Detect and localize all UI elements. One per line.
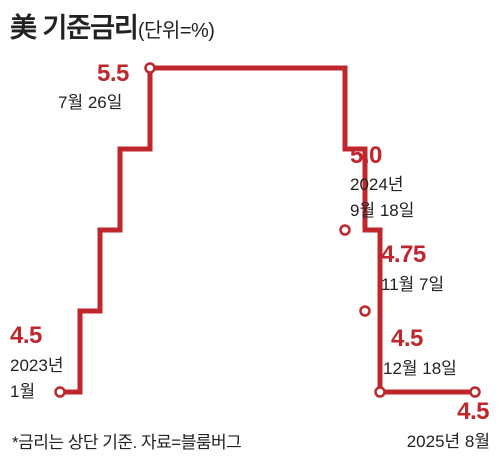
rate-date-label: 2025년 8월 (407, 432, 490, 451)
rate-value-label: 4.5 (457, 398, 489, 425)
footnote: *금리는 상단 기준. 자료=블룸버그 (12, 433, 242, 452)
chart-title: 美 기준금리(단위=%) (10, 6, 215, 45)
rate-value-label: 4.5 (391, 325, 423, 352)
rate-date-label: 1월 (10, 382, 35, 401)
rate-date-label: 11월 7일 (381, 275, 444, 294)
rate-date-label: 2024년 (350, 175, 403, 194)
data-point-marker (339, 224, 351, 236)
data-point-marker (54, 386, 66, 398)
rate-date-label: 9월 18일 (350, 201, 414, 220)
chart-title-main: 美 기준금리 (10, 13, 139, 43)
rate-date-label: 2023년 (10, 356, 63, 375)
data-point-marker (374, 386, 386, 398)
rate-value-label: 5.5 (97, 60, 129, 87)
rate-value-label: 4.75 (381, 241, 426, 268)
rate-value-label: 4.5 (10, 322, 42, 349)
data-point-marker (469, 386, 481, 398)
rate-value-label: 5.0 (350, 142, 382, 169)
rate-date-label: 12월 18일 (383, 359, 457, 378)
chart-title-unit: (단위=%) (137, 20, 215, 42)
data-point-marker (144, 62, 156, 74)
rate-date-label: 7월 26일 (58, 93, 122, 112)
data-point-marker (359, 305, 371, 317)
